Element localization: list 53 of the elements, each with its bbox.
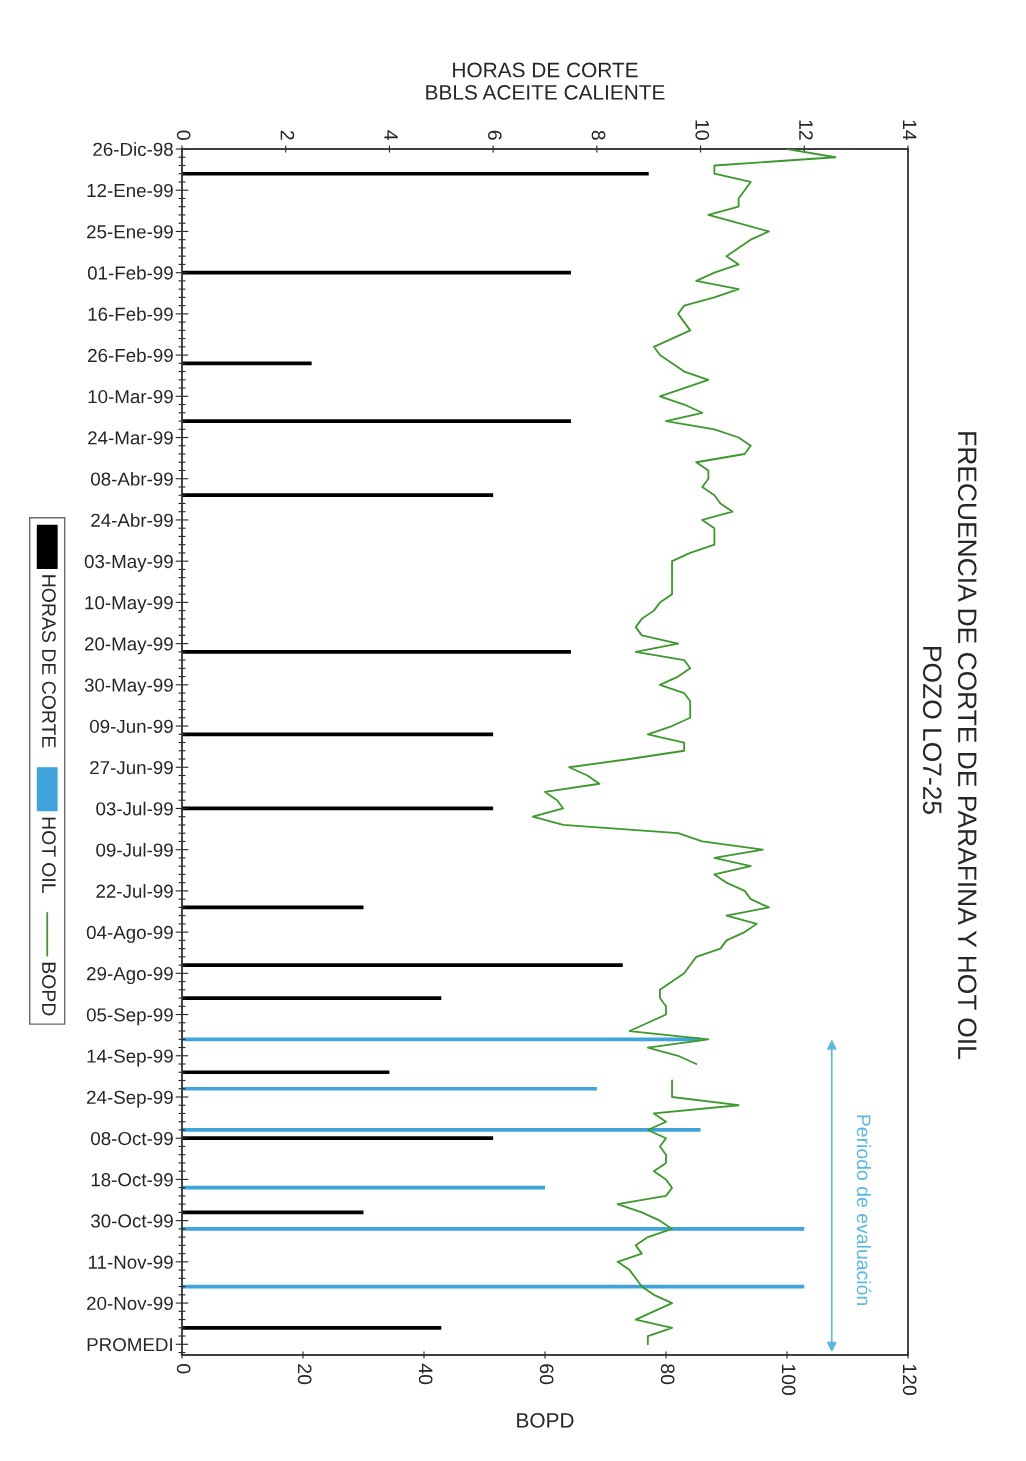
y-tick-label: 26-Dic-98 [93,142,173,156]
x2-axis-title: HORAS DE CORTE BBLS ACEITE CALIENTE [426,62,665,100]
x-tick-label: 60 [539,1364,554,1385]
legend-label: BOPD [42,962,56,1016]
text: POZO LO7-25 [922,647,942,814]
y-tick-label: 03-May-99 [84,554,173,572]
y-tick-label: 04-Ago-99 [86,925,173,943]
text: FRECUENCIA DE CORTE DE PARAFINA Y HOT OIL [957,432,977,1059]
y-tick-label: 24-Sep-99 [87,1090,173,1108]
y-tick-label: 05-Sep-99 [86,1008,173,1026]
x-tick-label: 120 [902,1364,917,1396]
legend-label: HOT OIL [42,817,56,893]
y-tick-label: 26-Feb-99 [88,348,173,363]
y-tick-label: 12-Ene-99 [87,183,173,198]
y-tick-label: 16-Feb-99 [88,307,173,321]
x2-tick-label: 6 [487,130,502,140]
x-tick-label: 100 [781,1364,796,1396]
y-tick-label: 01-Feb-99 [87,265,173,280]
y-tick-label: 30-May-99 [84,678,173,696]
x-tick-label: 80 [660,1364,675,1385]
y-tick-label: 20-May-99 [85,637,173,655]
y-tick-label: 24-Mar-99 [88,431,173,445]
y-tick-label: 08-Abr-99 [91,471,173,486]
y-tick-label: 22-Jul-99 [96,884,173,898]
x-axis-title: BOPD [517,1412,574,1428]
x2-tick-label: 8 [591,130,606,140]
y-tick-label: 10-May-99 [85,596,173,614]
legend-label: HORAS DE CORTE [42,575,56,748]
y-tick-label: 18-Oct-99 [91,1173,173,1187]
y-tick-label: 03-Jul-99 [96,801,173,816]
y-tick-label: PROMEDI [87,1337,172,1352]
y-tick-label: 25-Ene-99 [87,225,173,239]
x-tick-label: 20 [297,1364,312,1385]
x-tick-label: 0 [176,1364,191,1374]
y-tick-label: 11-Nov-99 [88,1255,173,1269]
y-tick-label: 10-Mar-99 [88,390,173,404]
x2-tick-label: 10 [695,120,710,140]
x-tick-label: 40 [418,1363,433,1385]
y-tick-label: 29-Ago-99 [87,967,173,985]
x2-tick-label: 12 [799,120,813,140]
x2-tick-label: 14 [902,120,917,141]
y-tick-label: 09-Jun-99 [89,719,173,734]
y-tick-label: 14-Sep-99 [87,1049,173,1067]
annotation: Periodo de evaluación [856,1115,872,1305]
y-tick-label: 27-Jun-99 [90,760,173,775]
y-tick-label: 20-Nov-99 [87,1296,173,1311]
x2-tick-label: 2 [280,130,295,140]
y-tick-label: 08-Oct-99 [91,1131,173,1146]
x2-tick-label: 0 [176,130,191,140]
y-tick-label: 30-Oct-99 [91,1214,173,1228]
y-tick-label: 24-Abr-99 [91,513,173,527]
y-tick-label: 09-Jul-99 [96,842,173,857]
x2-tick-label: 4 [384,130,398,141]
